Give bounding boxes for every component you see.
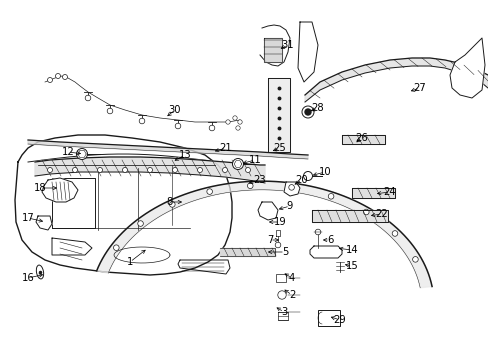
Text: 31: 31 [281, 40, 294, 50]
Text: 19: 19 [273, 217, 286, 227]
Circle shape [97, 167, 102, 172]
Text: 24: 24 [383, 187, 395, 197]
Polygon shape [36, 216, 52, 230]
Text: 6: 6 [326, 235, 332, 245]
Text: 17: 17 [21, 213, 34, 223]
Circle shape [391, 231, 397, 236]
Circle shape [315, 229, 320, 235]
Circle shape [277, 291, 285, 299]
Polygon shape [305, 58, 487, 102]
Polygon shape [35, 157, 264, 183]
Circle shape [122, 167, 127, 172]
Circle shape [85, 95, 91, 101]
Text: 20: 20 [295, 175, 307, 185]
Circle shape [175, 123, 181, 129]
Polygon shape [260, 25, 289, 66]
Circle shape [303, 171, 312, 180]
Text: 3: 3 [280, 307, 286, 317]
Circle shape [222, 167, 227, 172]
Text: 10: 10 [318, 167, 331, 177]
Polygon shape [220, 248, 274, 256]
Circle shape [305, 109, 310, 115]
Circle shape [225, 120, 230, 124]
Circle shape [206, 189, 212, 194]
Polygon shape [297, 22, 317, 82]
Text: 27: 27 [413, 83, 426, 93]
Circle shape [302, 106, 313, 118]
Polygon shape [28, 140, 307, 159]
Circle shape [232, 116, 237, 120]
Polygon shape [97, 181, 431, 288]
Text: 4: 4 [288, 273, 295, 283]
Circle shape [197, 167, 202, 172]
Circle shape [113, 245, 119, 251]
Circle shape [232, 158, 243, 170]
Text: 21: 21 [219, 143, 232, 153]
Bar [317, 310, 339, 326]
Circle shape [412, 257, 417, 262]
Circle shape [47, 77, 52, 82]
Polygon shape [311, 210, 387, 222]
Text: 22: 22 [375, 209, 387, 219]
Text: 16: 16 [21, 273, 34, 283]
Circle shape [209, 125, 214, 131]
Polygon shape [449, 38, 484, 98]
Polygon shape [309, 246, 341, 258]
Circle shape [139, 118, 144, 124]
Circle shape [235, 126, 240, 130]
Polygon shape [258, 202, 278, 220]
Text: 26: 26 [355, 133, 367, 143]
Polygon shape [15, 135, 231, 275]
Circle shape [172, 167, 177, 172]
Text: 11: 11 [248, 155, 261, 165]
Bar [275, 274, 285, 282]
Circle shape [363, 209, 368, 215]
Circle shape [55, 73, 61, 78]
Text: 12: 12 [61, 147, 74, 157]
Circle shape [275, 242, 280, 248]
Polygon shape [341, 135, 384, 144]
Text: 8: 8 [166, 197, 173, 207]
Polygon shape [284, 182, 299, 196]
Circle shape [288, 185, 294, 190]
Text: 25: 25 [273, 143, 286, 153]
Circle shape [247, 183, 253, 189]
Circle shape [169, 202, 175, 207]
Ellipse shape [36, 265, 43, 279]
Circle shape [47, 167, 52, 172]
Text: 2: 2 [288, 290, 295, 300]
Text: 1: 1 [126, 257, 133, 267]
Circle shape [327, 194, 333, 199]
Circle shape [107, 108, 113, 114]
Circle shape [147, 167, 152, 172]
Text: 9: 9 [286, 201, 293, 211]
Circle shape [72, 167, 77, 172]
Text: 7: 7 [266, 235, 273, 245]
Polygon shape [264, 38, 282, 62]
Circle shape [138, 221, 143, 226]
Text: 30: 30 [168, 105, 181, 115]
Polygon shape [351, 188, 394, 198]
Circle shape [62, 75, 67, 80]
Text: 15: 15 [345, 261, 358, 271]
Circle shape [76, 148, 87, 159]
Polygon shape [275, 230, 280, 236]
Text: 5: 5 [281, 247, 287, 257]
Text: 13: 13 [178, 150, 191, 160]
Polygon shape [42, 178, 78, 202]
Text: 18: 18 [34, 183, 46, 193]
Circle shape [237, 120, 242, 124]
Text: 14: 14 [345, 245, 358, 255]
Text: 28: 28 [311, 103, 324, 113]
Polygon shape [267, 78, 289, 152]
Text: 23: 23 [253, 175, 266, 185]
Text: 29: 29 [333, 315, 346, 325]
Circle shape [245, 167, 250, 172]
